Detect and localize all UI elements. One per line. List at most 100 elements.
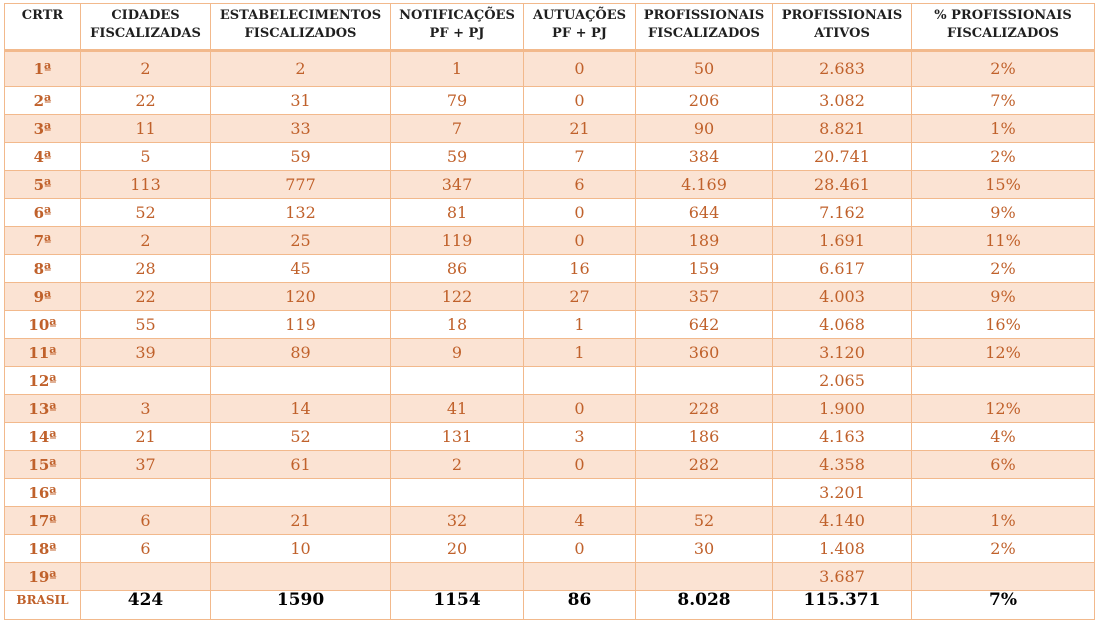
cell-notificacoes: 131 (390, 422, 524, 451)
table-row: 18ª 6 10 20 0 30 1.408 2% (4, 534, 1095, 563)
column-header-line1: NOTIFICAÇÕES (399, 8, 515, 23)
cell-autuacoes (523, 562, 636, 591)
column-header-autuacoes: AUTUAÇÕES PF + PJ (523, 3, 636, 52)
cell-estabelecimentos-fiscalizados (210, 478, 391, 507)
cell-crtr: 4ª (4, 142, 81, 171)
cell-notificacoes: 59 (390, 142, 524, 171)
cell-estabelecimentos-fiscalizados: 120 (210, 282, 391, 311)
cell-cidades-fiscalizadas: 22 (80, 86, 211, 115)
cell-autuacoes (523, 478, 636, 507)
cell-estabelecimentos-fiscalizados: 10 (210, 534, 391, 563)
cell-profissionais-ativos: 4.068 (772, 310, 912, 339)
cell-estabelecimentos-fiscalizados: 21 (210, 506, 391, 535)
cell-profissionais-fiscalizados (635, 366, 773, 395)
cell-autuacoes: 0 (523, 534, 636, 563)
table-body: 1ª 2 2 1 0 50 2.683 2% 2ª 22 31 79 0 206 3.082 7% 3ª 11 3 3… (4, 50, 1095, 620)
column-header-crtr: CRTR (4, 3, 81, 52)
cell-cidades-fiscalizadas: 11 (80, 114, 211, 143)
cell-cidades-fiscalizadas: 22 (80, 282, 211, 311)
cell-estabelecimentos-fiscalizados: 25 (210, 226, 391, 255)
cell-cidades-fiscalizadas: 5 (80, 142, 211, 171)
cell-autuacoes: 7 (523, 142, 636, 171)
cell-percent-profissionais-fiscalizados: 2% (911, 142, 1095, 171)
cell-crtr: 14ª (4, 422, 81, 451)
table-row: 3ª 11 33 7 21 90 8.821 1% (4, 114, 1095, 143)
cell-crtr: 5ª (4, 170, 81, 199)
cell-crtr: 13ª (4, 394, 81, 423)
total-cell-profissionais-ativos: 115.371 (772, 590, 912, 620)
cell-profissionais-fiscalizados: 52 (635, 506, 773, 535)
cell-estabelecimentos-fiscalizados: 31 (210, 86, 391, 115)
cell-percent-profissionais-fiscalizados: 6% (911, 450, 1095, 479)
cell-estabelecimentos-fiscalizados (210, 562, 391, 591)
cell-cidades-fiscalizadas: 52 (80, 198, 211, 227)
cell-autuacoes: 16 (523, 254, 636, 283)
cell-autuacoes: 0 (523, 450, 636, 479)
cell-percent-profissionais-fiscalizados (911, 478, 1095, 507)
cell-autuacoes: 21 (523, 114, 636, 143)
cell-crtr: 18ª (4, 534, 81, 563)
cell-profissionais-ativos: 1.408 (772, 534, 912, 563)
cell-cidades-fiscalizadas: 6 (80, 534, 211, 563)
cell-autuacoes: 0 (523, 86, 636, 115)
cell-notificacoes: 7 (390, 114, 524, 143)
column-header-profissionais-ativos: PROFISSIONAIS ATIVOS (772, 3, 912, 52)
table-row: 14ª 21 52 131 3 186 4.163 4% (4, 422, 1095, 451)
cell-crtr: 3ª (4, 114, 81, 143)
cell-crtr: 15ª (4, 450, 81, 479)
cell-autuacoes: 0 (523, 198, 636, 227)
table-row: 2ª 22 31 79 0 206 3.082 7% (4, 86, 1095, 115)
cell-crtr: 17ª (4, 506, 81, 535)
table-row: 17ª 6 21 32 4 52 4.140 1% (4, 506, 1095, 535)
cell-profissionais-ativos: 4.163 (772, 422, 912, 451)
total-cell-cidades-fiscalizadas: 424 (80, 590, 211, 620)
column-header-line2: PF + PJ (552, 26, 607, 41)
column-header-line2: FISCALIZADOS (648, 26, 760, 41)
table-row: 13ª 3 14 41 0 228 1.900 12% (4, 394, 1095, 423)
cell-profissionais-fiscalizados: 642 (635, 310, 773, 339)
cell-profissionais-ativos: 3.082 (772, 86, 912, 115)
table-row: 15ª 37 61 2 0 282 4.358 6% (4, 450, 1095, 479)
table-row: 8ª 28 45 86 16 159 6.617 2% (4, 254, 1095, 283)
cell-percent-profissionais-fiscalizados: 9% (911, 282, 1095, 311)
column-header-line2: FISCALIZADOS (947, 26, 1059, 41)
cell-crtr: 8ª (4, 254, 81, 283)
cell-profissionais-fiscalizados: 90 (635, 114, 773, 143)
cell-profissionais-ativos: 7.162 (772, 198, 912, 227)
cell-estabelecimentos-fiscalizados: 777 (210, 170, 391, 199)
cell-notificacoes: 32 (390, 506, 524, 535)
cell-autuacoes: 3 (523, 422, 636, 451)
cell-percent-profissionais-fiscalizados (911, 366, 1095, 395)
cell-percent-profissionais-fiscalizados: 1% (911, 114, 1095, 143)
cell-cidades-fiscalizadas: 55 (80, 310, 211, 339)
cell-profissionais-ativos: 3.201 (772, 478, 912, 507)
cell-estabelecimentos-fiscalizados (210, 366, 391, 395)
cell-crtr: 16ª (4, 478, 81, 507)
cell-percent-profissionais-fiscalizados (911, 562, 1095, 591)
total-cell-estabelecimentos-fiscalizados: 1590 (210, 590, 391, 620)
column-header-line2: FISCALIZADAS (90, 26, 201, 41)
cell-percent-profissionais-fiscalizados: 15% (911, 170, 1095, 199)
total-cell-crtr: BRASIL (4, 590, 81, 620)
cell-percent-profissionais-fiscalizados: 12% (911, 394, 1095, 423)
column-header-notificacoes: NOTIFICAÇÕES PF + PJ (390, 3, 524, 52)
table-row: 1ª 2 2 1 0 50 2.683 2% (4, 50, 1095, 87)
cell-profissionais-ativos: 3.687 (772, 562, 912, 591)
cell-estabelecimentos-fiscalizados: 52 (210, 422, 391, 451)
table-total-row: BRASIL 424 1590 1154 86 8.028 115.371 7% (4, 590, 1095, 620)
total-cell-percent-profissionais-fiscalizados: 7% (911, 590, 1095, 620)
cell-autuacoes: 6 (523, 170, 636, 199)
cell-crtr: 7ª (4, 226, 81, 255)
cell-crtr: 6ª (4, 198, 81, 227)
cell-cidades-fiscalizadas: 21 (80, 422, 211, 451)
cell-profissionais-fiscalizados: 186 (635, 422, 773, 451)
cell-profissionais-ativos: 4.140 (772, 506, 912, 535)
cell-profissionais-fiscalizados: 50 (635, 50, 773, 87)
cell-autuacoes: 0 (523, 394, 636, 423)
crtr-inspection-table: CRTR CIDADES FISCALIZADAS ESTABELECIMENTOS F… (4, 3, 1095, 620)
column-header-line1: AUTUAÇÕES (532, 8, 627, 23)
cell-estabelecimentos-fiscalizados: 132 (210, 198, 391, 227)
cell-estabelecimentos-fiscalizados: 14 (210, 394, 391, 423)
total-cell-profissionais-fiscalizados: 8.028 (635, 590, 773, 620)
cell-crtr: 2ª (4, 86, 81, 115)
